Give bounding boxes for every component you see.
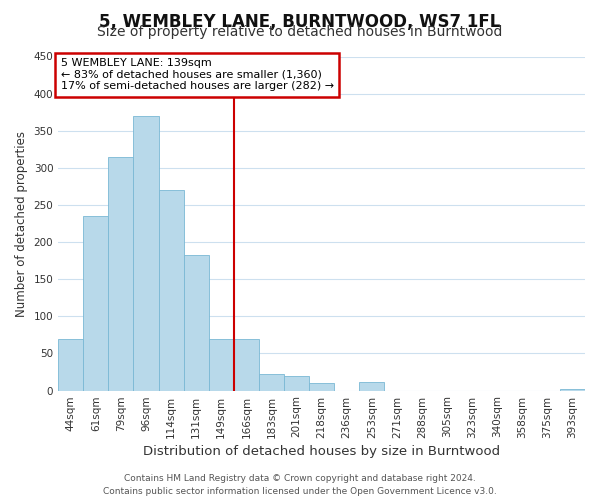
Bar: [58, 338, 83, 390]
Bar: [259, 374, 284, 390]
Text: Contains HM Land Registry data © Crown copyright and database right 2024.
Contai: Contains HM Land Registry data © Crown c…: [103, 474, 497, 496]
Bar: [109, 156, 133, 390]
X-axis label: Distribution of detached houses by size in Burntwood: Distribution of detached houses by size …: [143, 444, 500, 458]
Y-axis label: Number of detached properties: Number of detached properties: [15, 130, 28, 316]
Bar: [234, 338, 259, 390]
Bar: [359, 382, 385, 390]
Bar: [209, 338, 234, 390]
Bar: [83, 216, 109, 390]
Bar: [309, 383, 334, 390]
Bar: [284, 376, 309, 390]
Bar: [133, 116, 158, 390]
Text: Size of property relative to detached houses in Burntwood: Size of property relative to detached ho…: [97, 25, 503, 39]
Bar: [158, 190, 184, 390]
Text: 5, WEMBLEY LANE, BURNTWOOD, WS7 1FL: 5, WEMBLEY LANE, BURNTWOOD, WS7 1FL: [100, 12, 500, 30]
Text: 5 WEMBLEY LANE: 139sqm
← 83% of detached houses are smaller (1,360)
17% of semi-: 5 WEMBLEY LANE: 139sqm ← 83% of detached…: [61, 58, 334, 92]
Bar: [184, 254, 209, 390]
Bar: [560, 389, 585, 390]
